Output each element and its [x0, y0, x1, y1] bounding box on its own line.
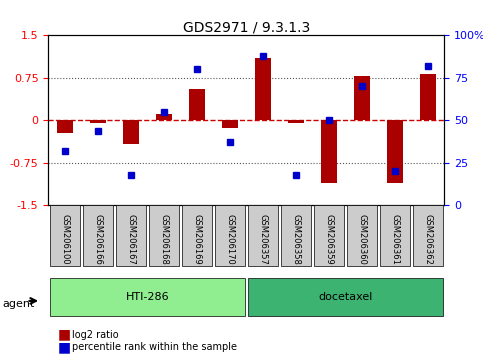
Bar [57, 120, 73, 133]
FancyBboxPatch shape [248, 278, 443, 316]
Bar [386, 120, 403, 183]
Bar [255, 58, 271, 120]
Bar [89, 120, 106, 122]
Text: agent: agent [2, 299, 35, 309]
Text: GSM206166: GSM206166 [93, 214, 102, 265]
Text: GSM206358: GSM206358 [291, 214, 300, 265]
FancyBboxPatch shape [149, 205, 179, 266]
Text: docetaxel: docetaxel [318, 292, 372, 302]
Bar [287, 120, 304, 122]
Bar [156, 114, 172, 120]
Text: ■: ■ [58, 327, 71, 342]
FancyBboxPatch shape [314, 205, 344, 266]
Text: GSM206360: GSM206360 [357, 214, 366, 265]
Bar [222, 120, 238, 128]
Title: GDS2971 / 9.3.1.3: GDS2971 / 9.3.1.3 [183, 20, 310, 34]
Bar [321, 120, 337, 183]
Bar [354, 76, 370, 120]
FancyBboxPatch shape [182, 205, 212, 266]
Text: GSM206168: GSM206168 [159, 214, 168, 265]
Text: GSM206362: GSM206362 [424, 214, 432, 265]
FancyBboxPatch shape [380, 205, 410, 266]
FancyBboxPatch shape [248, 205, 278, 266]
Bar [420, 74, 436, 120]
FancyBboxPatch shape [281, 205, 311, 266]
Text: GSM206357: GSM206357 [258, 214, 267, 265]
FancyBboxPatch shape [50, 205, 80, 266]
FancyBboxPatch shape [215, 205, 245, 266]
FancyBboxPatch shape [116, 205, 146, 266]
Text: GSM206361: GSM206361 [390, 214, 399, 265]
Bar [123, 120, 139, 144]
Text: GSM206169: GSM206169 [192, 214, 201, 265]
Text: log2 ratio: log2 ratio [72, 330, 119, 339]
Text: GSM206100: GSM206100 [60, 214, 69, 265]
FancyBboxPatch shape [413, 205, 443, 266]
Text: GSM206167: GSM206167 [127, 214, 135, 265]
Text: percentile rank within the sample: percentile rank within the sample [72, 342, 238, 352]
Text: GSM206359: GSM206359 [325, 214, 333, 265]
Text: GSM206170: GSM206170 [226, 214, 234, 265]
FancyBboxPatch shape [83, 205, 113, 266]
Text: HTI-286: HTI-286 [126, 292, 169, 302]
FancyBboxPatch shape [50, 278, 245, 316]
FancyBboxPatch shape [347, 205, 377, 266]
Text: ■: ■ [58, 340, 71, 354]
Bar [188, 89, 205, 120]
